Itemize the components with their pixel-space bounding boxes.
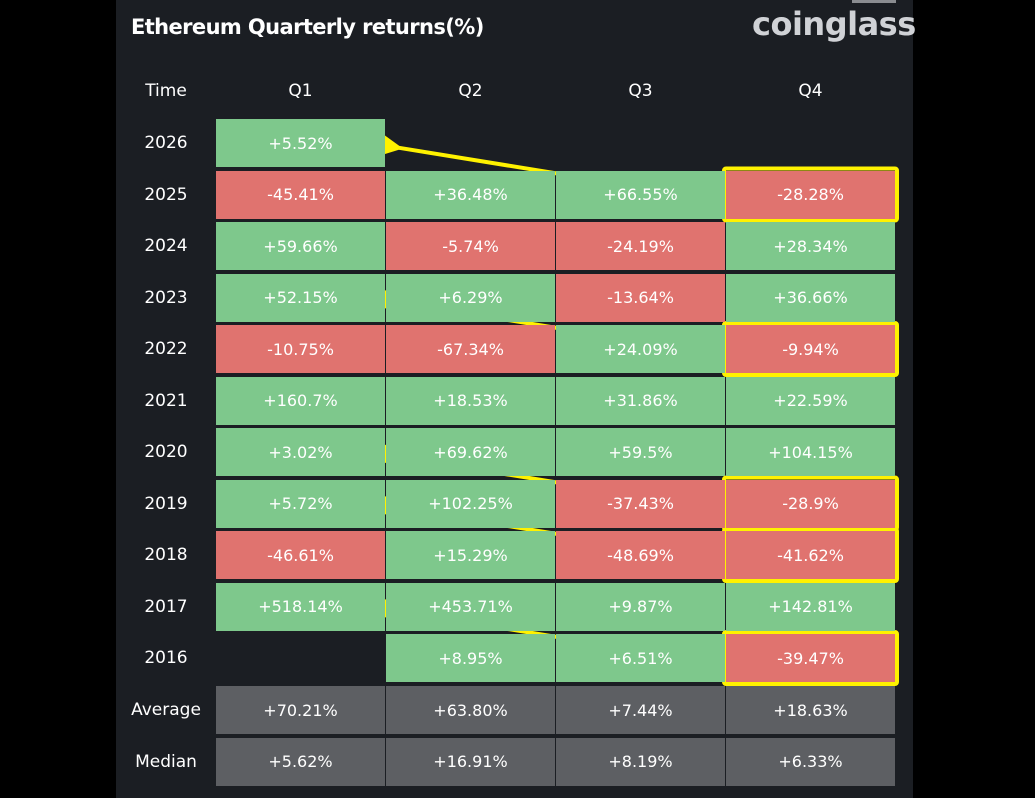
cell-2021-q3: +31.86% [556,376,725,425]
cell-2024-q1: +59.66% [216,222,385,270]
column-header-time: Time [145,81,187,101]
cell-2024-q4: +28.34% [726,222,895,270]
column-header-q1: Q1 [288,81,313,101]
cell-2022-q3: +24.09% [556,325,725,373]
cell-average-q2: +63.80% [386,686,555,734]
cell-2017-q1: +518.14% [216,582,385,631]
cell-2022-q2: -67.34% [386,325,555,373]
column-header-q2: Q2 [458,81,483,101]
cell-2016-q4: -39.47% [726,634,895,682]
cell-2017-q3: +9.87% [556,582,725,631]
column-header-q3: Q3 [628,81,653,101]
cell-2019-q2: +102.25% [386,479,555,528]
row-label-2020: 2020 [144,442,188,462]
cell-2020-q1: +3.02% [216,428,385,476]
cell-2023-q1: +52.15% [216,273,385,322]
cell-2022-q1: -10.75% [216,325,385,373]
cell-2019-q3: -37.43% [556,479,725,528]
cell-2024-q2: -5.74% [386,222,555,270]
cell-2023-q2: +6.29% [386,273,555,322]
cell-2021-q4: +22.59% [726,376,895,425]
cell-median-q3: +8.19% [556,737,725,786]
chart-title: Ethereum Quarterly returns(%) [131,15,484,39]
cell-2023-q4: +36.66% [726,273,895,322]
cell-median-q2: +16.91% [386,737,555,786]
cell-average-q4: +18.63% [726,686,895,734]
row-label-average: Average [131,700,201,720]
row-label-2021: 2021 [144,390,188,411]
cell-2018-q1: -46.61% [216,531,385,579]
cell-2018-q3: -48.69% [556,531,725,579]
cell-2024-q3: -24.19% [556,222,725,270]
cell-2020-q3: +59.5% [556,428,725,476]
cell-2016-q2: +8.95% [386,634,555,682]
cell-2019-q1: +5.72% [216,479,385,528]
cell-2025-q2: +36.48% [386,170,555,219]
cell-2021-q2: +18.53% [386,376,555,425]
cell-average-q1: +70.21% [216,686,385,734]
row-label-2023: 2023 [144,287,188,308]
cell-2017-q4: +142.81% [726,582,895,631]
row-label-2017: 2017 [144,596,188,617]
cell-2025-q3: +66.55% [556,170,725,219]
cell-2023-q3: -13.64% [556,273,725,322]
row-label-median: Median [135,751,197,772]
cell-2020-q2: +69.62% [386,428,555,476]
row-label-2019: 2019 [144,493,188,514]
row-label-2024: 2024 [144,236,188,256]
row-label-2025: 2025 [144,184,188,205]
cell-2020-q4: +104.15% [726,428,895,476]
brand-logo: coinglass [752,5,916,43]
row-label-2018: 2018 [144,545,188,565]
cell-average-q3: +7.44% [556,686,725,734]
cell-2016-q3: +6.51% [556,634,725,682]
row-label-2022: 2022 [144,339,188,359]
cell-2021-q1: +160.7% [216,376,385,425]
row-label-2026: 2026 [144,133,188,153]
cell-median-q4: +6.33% [726,737,895,786]
row-label-2016: 2016 [144,648,188,668]
cell-2017-q2: +453.71% [386,582,555,631]
cell-median-q1: +5.62% [216,737,385,786]
column-header-q4: Q4 [798,81,823,101]
cell-2025-q1: -45.41% [216,170,385,219]
logo-accent-bar [852,0,896,3]
cell-2022-q4: -9.94% [726,325,895,373]
cell-2025-q4: -28.28% [726,170,895,219]
cell-2019-q4: -28.9% [726,479,895,528]
cell-2026-q1: +5.52% [216,119,385,167]
cell-2018-q4: -41.62% [726,531,895,579]
cell-2018-q2: +15.29% [386,531,555,579]
